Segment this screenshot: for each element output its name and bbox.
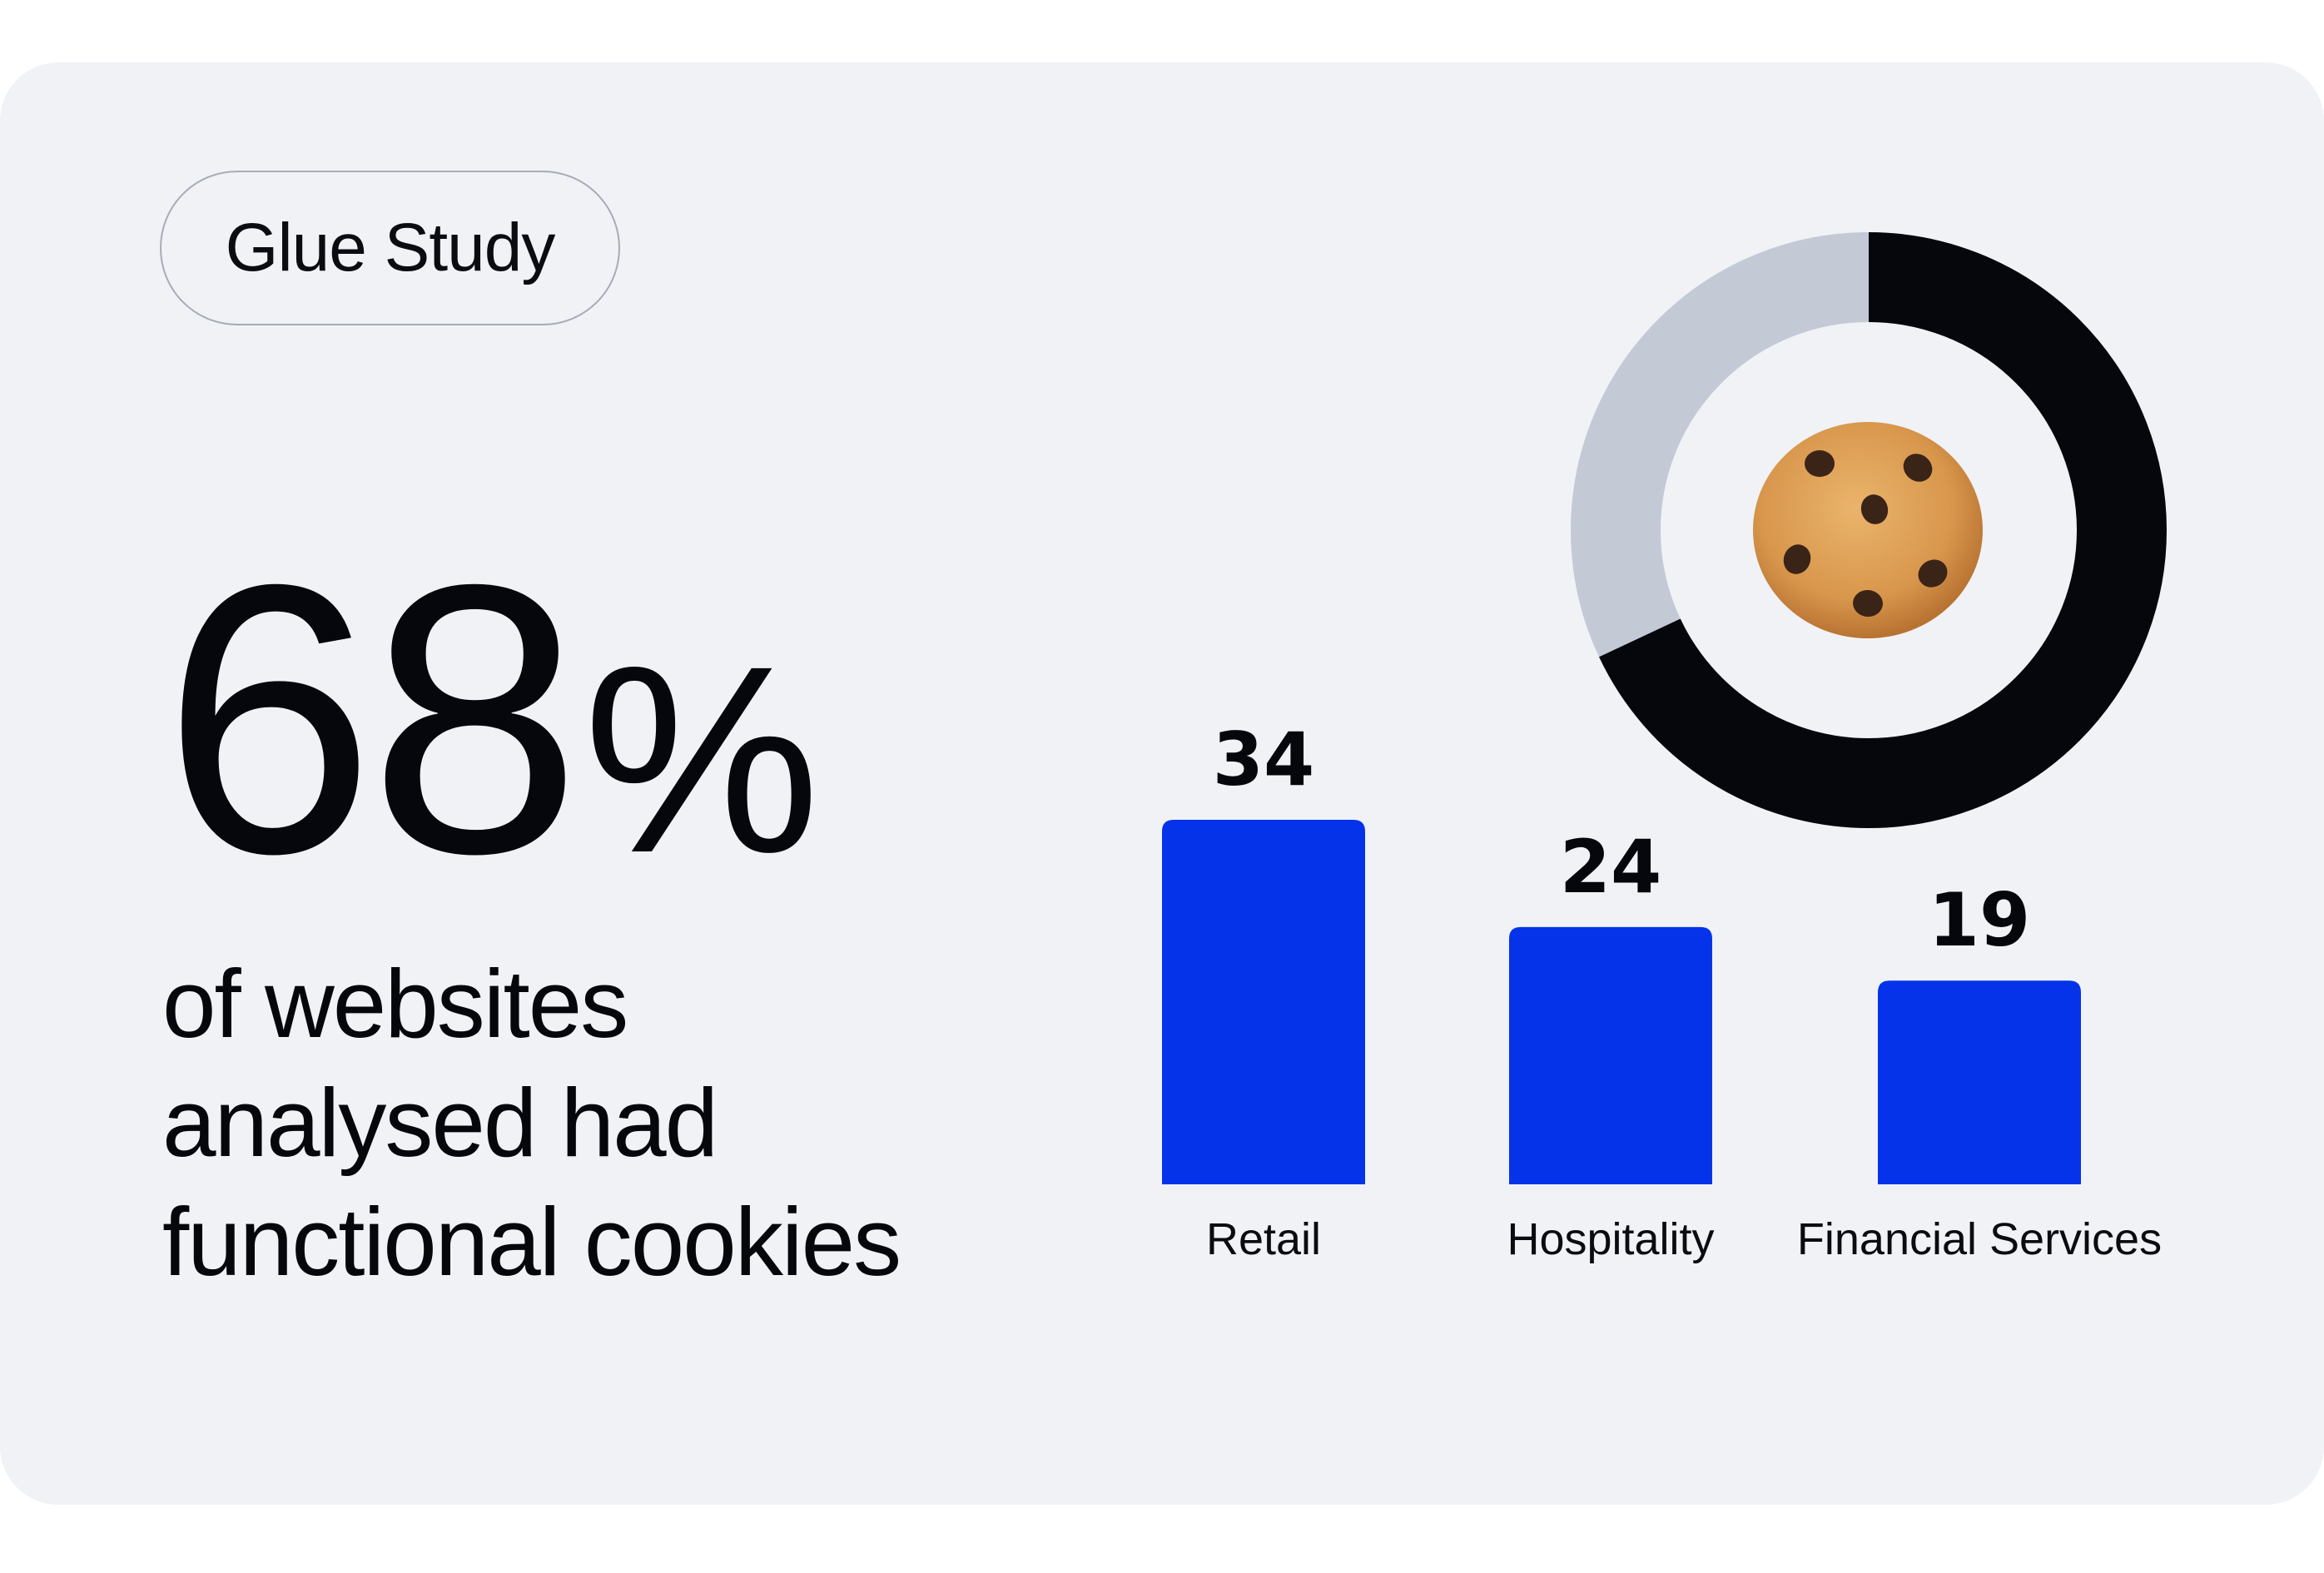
- caption-line-1: of websites: [162, 950, 628, 1058]
- cookie-icon: [1753, 422, 1983, 638]
- cookie-chip: [1805, 450, 1835, 477]
- headline-value: 68: [162, 506, 582, 933]
- headline-caption: of websites analysed had functional cook…: [162, 945, 995, 1302]
- bar-category-label: Financial Services: [1797, 1214, 2162, 1264]
- cookie-chip: [1860, 494, 1889, 524]
- caption-line-3: functional cookies: [162, 1188, 901, 1296]
- bar-category-label: Hospitality: [1507, 1214, 1714, 1264]
- cookie-chip: [1853, 589, 1883, 618]
- bar-financial-services: [1878, 980, 2081, 1184]
- cookie-chip: [1903, 454, 1933, 482]
- headline-stat: 68%: [162, 528, 820, 911]
- bar-hospitality: [1509, 926, 1712, 1184]
- bar-retail: [1162, 820, 1365, 1184]
- bar-category-label: Retail: [1206, 1214, 1321, 1264]
- study-badge: Glue Study: [160, 171, 620, 325]
- cookie-chip: [1918, 559, 1948, 588]
- cookie-chip: [1783, 544, 1811, 574]
- bar-value-label: 24: [1560, 824, 1661, 910]
- bar-value-label: 19: [1929, 877, 2030, 963]
- bar-value-label: 34: [1213, 717, 1314, 802]
- bar-chart: 34 Retail 24 Hospitality 19 Financial Service…: [1162, 717, 2162, 1264]
- headline-unit: %: [583, 610, 821, 908]
- donut-segment-remaining: [1571, 232, 2167, 828]
- study-badge-label: Glue Study: [225, 210, 556, 285]
- donut-chart: [1571, 232, 2167, 828]
- caption-line-2: analysed had: [162, 1069, 718, 1177]
